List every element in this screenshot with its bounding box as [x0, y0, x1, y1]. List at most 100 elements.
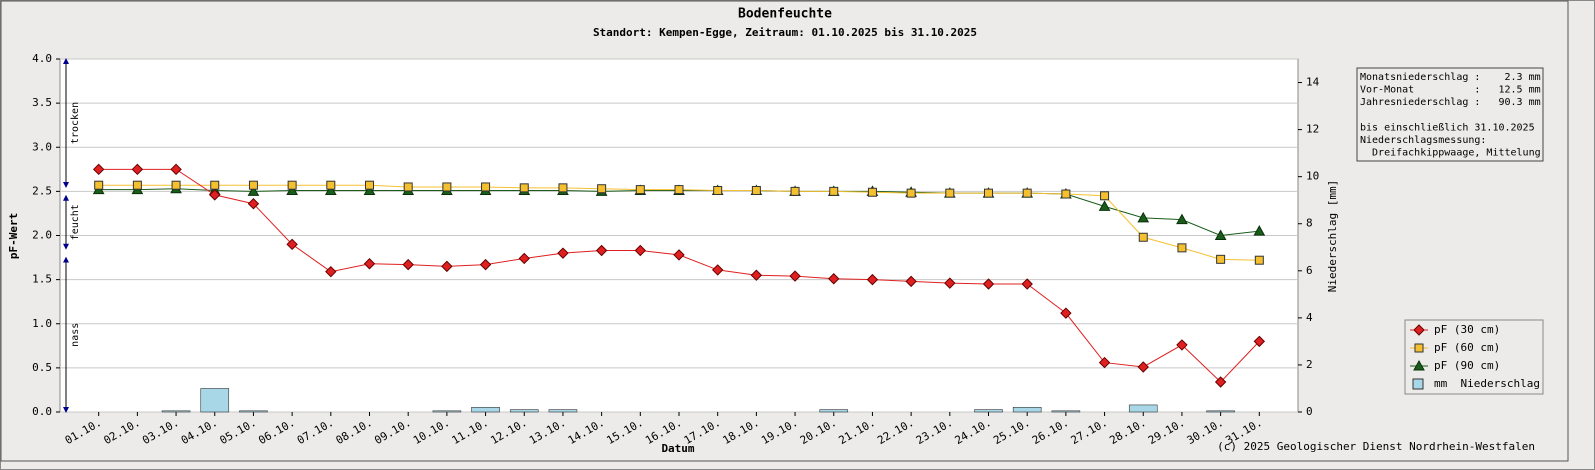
- bar: [548, 409, 578, 413]
- point: [441, 260, 453, 273]
- legend-marker: [1414, 343, 1424, 353]
- y2-tick-label: 10: [1306, 170, 1319, 183]
- info-line: Dreifachkippwaage, Mittelung: [1360, 148, 1541, 159]
- point: [94, 180, 104, 190]
- y2-axis-label: Niederschlag [mm]: [1326, 180, 1339, 293]
- point: [286, 184, 298, 195]
- point: [365, 180, 374, 190]
- point: [518, 252, 530, 265]
- chart-subtitle: Standort: Kempen-Egge, Zeitraum: 01.10.2…: [593, 26, 977, 39]
- point: [92, 163, 105, 176]
- point: [1061, 189, 1071, 199]
- point: [209, 189, 221, 201]
- point: [403, 182, 413, 192]
- point: [479, 258, 492, 271]
- y-tick-label: 3.5: [32, 96, 52, 109]
- point: [1138, 232, 1148, 242]
- y2-tick-label: 14: [1306, 76, 1320, 89]
- point: [210, 180, 220, 190]
- point: [984, 188, 993, 198]
- point: [1176, 339, 1188, 351]
- bar: [1012, 406, 1042, 413]
- point: [790, 186, 800, 196]
- point: [325, 265, 337, 278]
- y-tick-label: 0.5: [32, 361, 52, 374]
- point: [170, 163, 182, 176]
- point: [828, 273, 840, 285]
- legend-label: pF (60 cm): [1434, 341, 1500, 354]
- point: [247, 185, 260, 196]
- point: [829, 186, 839, 196]
- bar: [1206, 410, 1235, 413]
- legend-marker: [1413, 359, 1425, 371]
- point: [481, 182, 491, 192]
- point: [906, 188, 916, 198]
- point: [171, 180, 181, 190]
- point: [324, 184, 337, 195]
- point: [597, 184, 607, 194]
- point: [1214, 376, 1227, 388]
- point: [1098, 356, 1111, 369]
- point: [1100, 191, 1110, 201]
- point: [1254, 255, 1264, 265]
- bar: [974, 409, 1003, 413]
- y-tick-label: 2.5: [32, 184, 52, 197]
- point: [944, 277, 956, 289]
- x-axis-label: Datum: [661, 442, 694, 455]
- point: [1176, 213, 1188, 225]
- point: [905, 275, 917, 288]
- point: [286, 238, 298, 251]
- bar: [819, 409, 849, 413]
- legend-swatch: [1412, 378, 1424, 390]
- bar: [200, 388, 230, 413]
- point: [1253, 225, 1266, 236]
- point: [248, 180, 258, 190]
- point: [363, 258, 376, 270]
- point: [634, 244, 647, 257]
- info-line: bis einschließlich 31.10.2025: [1360, 122, 1535, 133]
- info-line: Jahresniederschlag : 90.3 mm: [1360, 97, 1541, 108]
- point: [1137, 361, 1149, 373]
- bar: [1051, 410, 1081, 413]
- y2-tick-label: 2: [1306, 358, 1313, 371]
- point: [247, 198, 260, 210]
- point: [1137, 211, 1150, 223]
- point: [131, 163, 144, 176]
- point: [595, 244, 608, 257]
- bar: [1128, 404, 1158, 413]
- y-tick-label: 4.0: [32, 52, 52, 65]
- point: [1214, 229, 1227, 240]
- point: [674, 185, 684, 195]
- point: [1060, 307, 1072, 319]
- point: [1216, 254, 1226, 264]
- point: [713, 185, 723, 195]
- y-tick-label: 1.5: [32, 273, 52, 286]
- point: [1022, 188, 1032, 198]
- point: [402, 258, 414, 271]
- y-axis-label: pF-Wert: [7, 213, 20, 259]
- point: [363, 184, 376, 195]
- y-tick-label: 0.0: [32, 405, 52, 418]
- info-line: Niederschlagsmessung:: [1360, 135, 1486, 146]
- legend: [1404, 319, 1544, 395]
- chart-title: Bodenfeuchte: [738, 7, 832, 22]
- point: [945, 188, 955, 198]
- point: [673, 249, 685, 261]
- point: [789, 270, 801, 282]
- copyright: (c) 2025 Geologischer Dienst Nordrhein-W…: [1217, 440, 1535, 453]
- frame: [0, 0, 1569, 462]
- legend-marker: [1413, 324, 1425, 336]
- info-line: Monatsniederschlag : 2.3 mm: [1360, 72, 1541, 83]
- y-tick-label: 2.0: [32, 229, 52, 242]
- point: [287, 180, 297, 190]
- legend-label: pF (90 cm): [1434, 359, 1500, 372]
- bar: [471, 406, 500, 413]
- point: [1253, 335, 1266, 348]
- point: [1177, 243, 1187, 253]
- point: [557, 247, 569, 259]
- point: [1098, 200, 1111, 211]
- point: [635, 185, 645, 195]
- point: [132, 180, 142, 190]
- point: [751, 185, 761, 195]
